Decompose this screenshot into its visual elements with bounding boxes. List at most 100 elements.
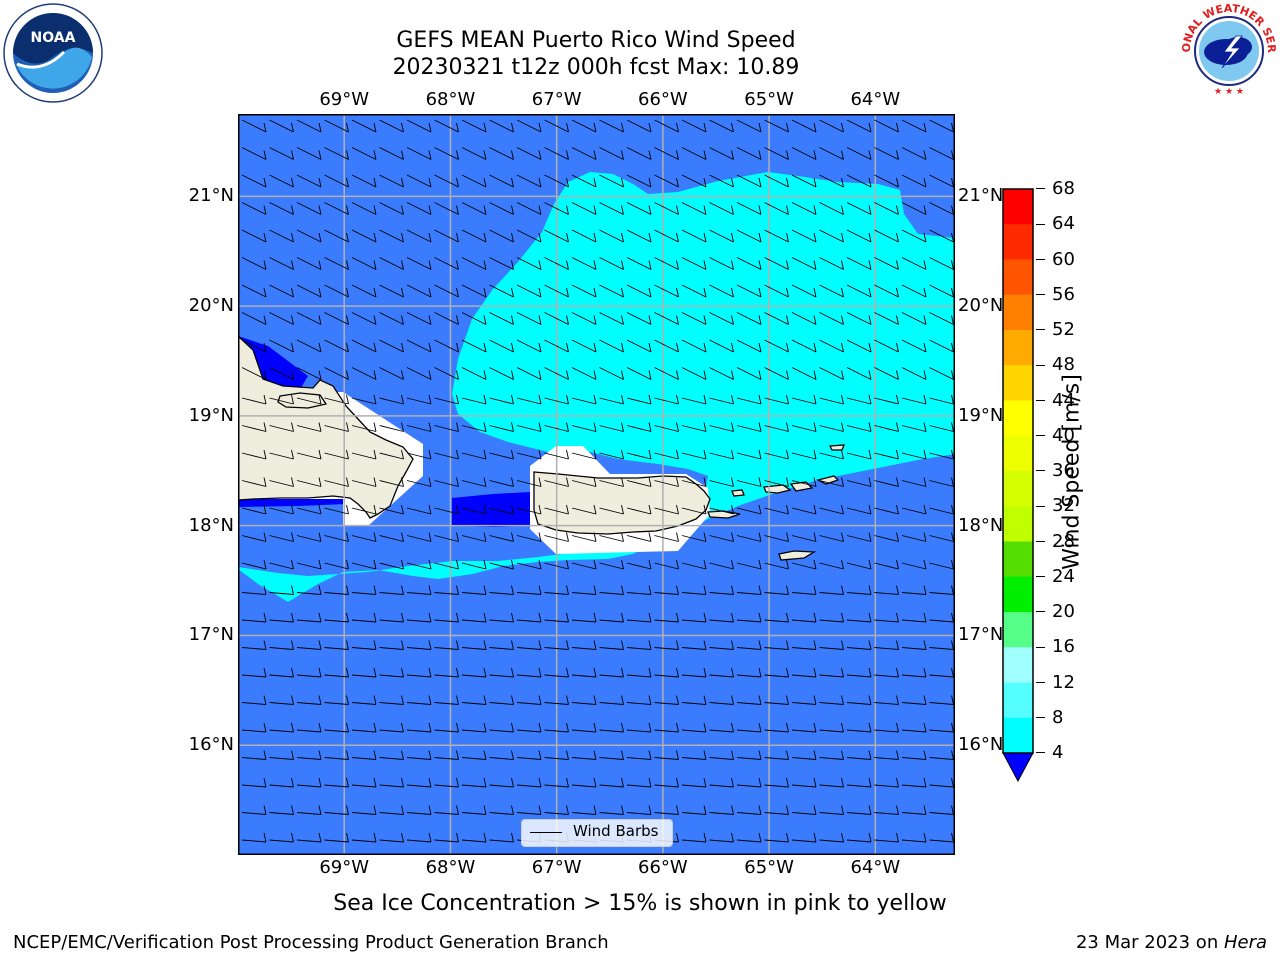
- wind-barb: [461, 147, 487, 160]
- wind-barb: [709, 640, 734, 650]
- wind-barb: [819, 119, 844, 133]
- wind-barb: [434, 174, 459, 188]
- wind-barb: [929, 722, 954, 733]
- wind-barb: [269, 229, 294, 243]
- wind-barb: [489, 202, 514, 215]
- wind-barb: [626, 284, 652, 298]
- wind-barb: [819, 257, 844, 270]
- wind-barb: [929, 777, 954, 788]
- wind-barb: [626, 174, 652, 188]
- wind-barb: [736, 585, 762, 595]
- wind-barb: [379, 284, 404, 298]
- wind-barb: [654, 667, 679, 678]
- wind-barb: [324, 777, 349, 788]
- wind-barb: [434, 119, 459, 133]
- wind-barb: [874, 832, 899, 843]
- wind-barb: [709, 119, 734, 133]
- wind-barb: [324, 585, 349, 595]
- wind-barb: [544, 750, 569, 760]
- wind-barb: [654, 312, 679, 325]
- wind-barb: [351, 394, 377, 405]
- wind-barb: [626, 147, 652, 160]
- wind-barb: [434, 229, 459, 243]
- wind-barb: [489, 559, 514, 570]
- wind-barb: [736, 532, 762, 542]
- wind-barb: [351, 174, 377, 188]
- wind-barb: [434, 394, 459, 405]
- wind-barb: [764, 832, 789, 843]
- wind-barb: [819, 777, 844, 788]
- wind-barb: [379, 147, 404, 160]
- colorbar-band: [1003, 189, 1033, 225]
- wind-barb: [764, 449, 789, 460]
- wind-barb: [241, 449, 267, 460]
- legend-label: Wind Barbs: [573, 822, 659, 840]
- wind-barb: [819, 449, 844, 460]
- wind-barb: [626, 722, 652, 733]
- wind-barb: [241, 339, 267, 353]
- wind-barb: [929, 750, 954, 760]
- wind-barb: [874, 257, 899, 270]
- wind-barb: [736, 257, 762, 270]
- wind-barb: [241, 640, 267, 650]
- wind-barb: [654, 339, 679, 353]
- wind-barb: [489, 532, 514, 542]
- wind-barb: [681, 229, 707, 243]
- wind-barb: [791, 477, 817, 487]
- colorbar-tick-mark: [1036, 646, 1045, 648]
- wind-barb: [681, 559, 707, 570]
- wind-barb: [351, 147, 377, 160]
- wind-barb: [681, 585, 707, 595]
- wind-barb: [654, 750, 679, 760]
- wind-barb: [929, 202, 954, 215]
- wind-barb: [571, 612, 597, 623]
- wind-barb: [544, 367, 569, 380]
- wind-barb: [571, 695, 597, 705]
- colorbar-band: [1003, 682, 1033, 719]
- wind-barb: [406, 532, 432, 542]
- wind-barb: [489, 339, 514, 353]
- map-legend: Wind Barbs: [521, 819, 673, 847]
- wind-barb: [324, 559, 349, 570]
- wind-barb: [241, 695, 267, 705]
- wind-barb: [351, 585, 377, 595]
- wind-barb: [599, 640, 624, 650]
- wind-barb: [599, 367, 624, 380]
- wind-barb: [544, 805, 569, 815]
- wind-barb: [764, 640, 789, 650]
- wind-barb: [406, 750, 432, 760]
- wind-barb: [489, 585, 514, 595]
- wind-barb: [901, 449, 927, 460]
- wind-barb: [571, 777, 597, 788]
- wind-barb: [791, 202, 817, 215]
- wind-barb: [269, 257, 294, 270]
- wind-barb: [544, 695, 569, 705]
- wind-barb: [764, 750, 789, 760]
- wind-barb: [516, 284, 542, 298]
- wind-barb: [791, 339, 817, 353]
- wind-barb: [791, 147, 817, 160]
- wind-barb: [901, 147, 927, 160]
- wind-barb: [599, 284, 624, 298]
- wind-barb: [791, 229, 817, 243]
- wind-barb: [764, 722, 789, 733]
- wind-barb: [709, 449, 734, 460]
- wind-barb: [269, 147, 294, 160]
- colorbar-tick-mark: [1036, 364, 1045, 366]
- wind-barb: [379, 202, 404, 215]
- colorbar-band: [1003, 471, 1033, 507]
- wind-barb: [379, 667, 404, 678]
- wind-barb: [681, 449, 707, 460]
- wind-barb: [736, 667, 762, 678]
- wind-barb: [379, 422, 404, 432]
- wind-barb: [269, 422, 294, 432]
- wind-barb: [379, 750, 404, 760]
- wind-barb: [544, 422, 569, 432]
- wind-barb: [406, 202, 432, 215]
- colorbar-tick-mark: [1036, 258, 1045, 260]
- wind-barb: [241, 722, 267, 733]
- axis-tick-label: 19°N: [188, 404, 234, 426]
- wind-barb: [296, 559, 322, 570]
- wind-barb: [434, 257, 459, 270]
- wind-barb: [764, 202, 789, 215]
